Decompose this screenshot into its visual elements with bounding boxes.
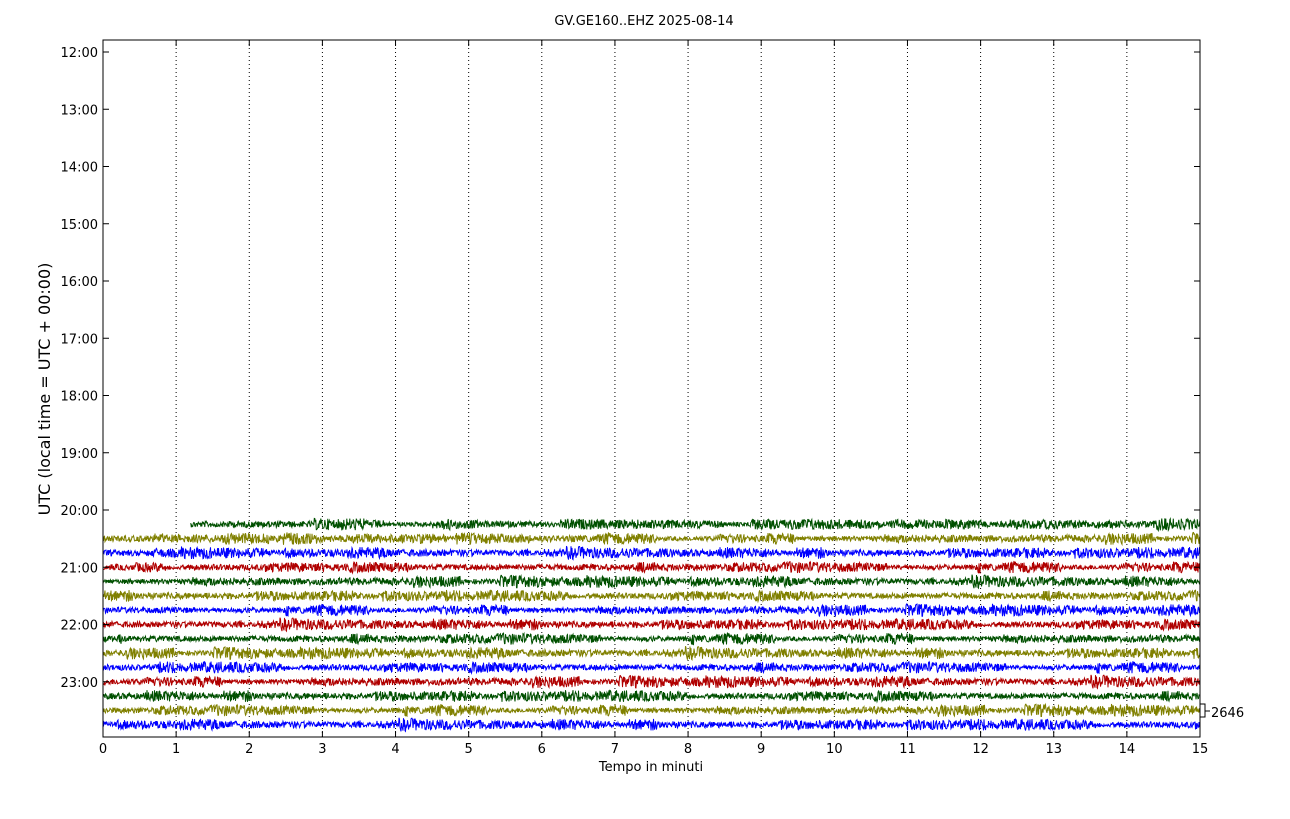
x-tick-label-6: 6 <box>538 742 546 757</box>
x-tick-label-4: 4 <box>391 742 399 757</box>
x-tick-label-14: 14 <box>1119 742 1136 757</box>
x-tick-label-1: 1 <box>172 742 180 757</box>
y-tick-label-7: 19:00 <box>61 447 98 462</box>
scale-bar: 2646 <box>1199 703 1244 721</box>
x-tick-label-2: 2 <box>245 742 253 757</box>
x-tick-label-5: 5 <box>465 742 473 757</box>
y-tick-label-1: 13:00 <box>61 103 98 118</box>
trace-2215 <box>102 631 1201 646</box>
x-tick-label-8: 8 <box>684 742 692 757</box>
y-tick-label-4: 16:00 <box>61 275 98 290</box>
x-tick-label-9: 9 <box>757 742 765 757</box>
trace-2330 <box>102 702 1201 718</box>
y-tick-label-10: 22:00 <box>61 619 98 634</box>
trace-2230 <box>102 646 1201 661</box>
seismic-traces <box>102 516 1201 733</box>
x-tick-label-13: 13 <box>1045 742 1062 757</box>
y-tick-label-5: 17:00 <box>61 332 98 347</box>
x-tick-label-3: 3 <box>318 742 326 757</box>
trace-2300 <box>102 674 1201 690</box>
trace-2045 <box>102 545 1201 561</box>
x-tick-label-0: 0 <box>99 742 107 757</box>
grid-lines <box>175 40 1128 737</box>
scale-label: 2646 <box>1211 706 1244 721</box>
trace-2030 <box>102 531 1201 547</box>
y-axis: 12:00 13:00 14:00 15:00 16:00 17:00 18:00 19:00… <box>61 46 1200 691</box>
y-tick-label-0: 12:00 <box>61 46 98 61</box>
y-axis-label: UTC (local time = UTC + 00:00) <box>35 263 54 516</box>
y-tick-label-2: 14:00 <box>61 161 98 176</box>
trace-2145 <box>102 603 1201 618</box>
y-tick-label-3: 15:00 <box>61 218 98 233</box>
y-tick-label-11: 23:00 <box>61 676 98 691</box>
x-tick-label-12: 12 <box>972 742 989 757</box>
trace-2200 <box>102 617 1201 633</box>
y-tick-label-9: 21:00 <box>61 561 98 576</box>
x-axis: 0 1 2 3 4 5 6 7 8 9 10 11 12 13 14 15 <box>99 40 1208 757</box>
trace-2130 <box>102 589 1201 604</box>
chart-title: GV.GE160..EHZ 2025-08-14 <box>554 14 733 29</box>
trace-2015 <box>190 516 1201 533</box>
x-tick-label-10: 10 <box>826 742 843 757</box>
trace-2115 <box>102 573 1201 590</box>
y-tick-label-6: 18:00 <box>61 390 98 405</box>
trace-2315 <box>102 689 1201 704</box>
trace-2345 <box>102 717 1201 733</box>
x-tick-label-15: 15 <box>1192 742 1209 757</box>
y-tick-label-8: 20:00 <box>61 504 98 519</box>
x-tick-label-11: 11 <box>899 742 916 757</box>
plot-frame <box>102 39 1201 738</box>
x-axis-label: Tempo in minuti <box>598 760 703 775</box>
trace-2245 <box>102 660 1201 675</box>
x-tick-label-7: 7 <box>611 742 619 757</box>
trace-2100 <box>102 560 1201 575</box>
